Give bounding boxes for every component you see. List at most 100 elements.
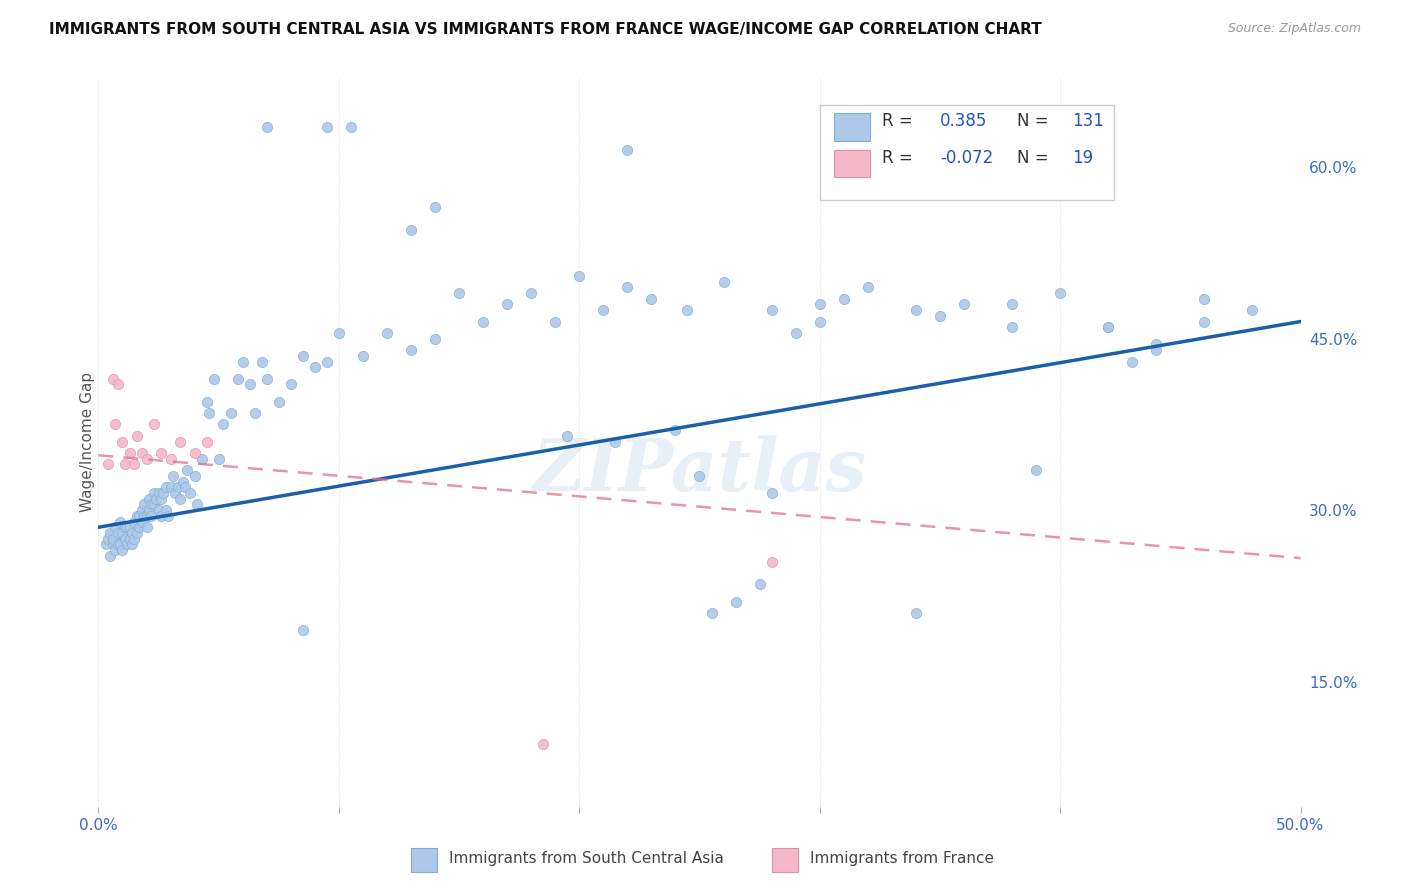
Point	[118, 520, 141, 534]
Point	[688, 468, 710, 483]
Point	[198, 406, 221, 420]
Y-axis label: Wage/Income Gap: Wage/Income Gap	[80, 371, 94, 512]
Text: ZIPatlas: ZIPatlas	[533, 435, 866, 507]
Point	[118, 532, 141, 546]
Point	[616, 143, 638, 157]
Point	[676, 303, 699, 318]
Point	[117, 520, 139, 534]
Point	[135, 451, 157, 466]
Point	[195, 394, 218, 409]
Point	[761, 555, 783, 569]
Point	[605, 434, 627, 449]
Point	[114, 458, 136, 472]
Point	[155, 503, 177, 517]
Point	[375, 326, 398, 340]
Point	[243, 406, 266, 420]
Point	[700, 606, 723, 620]
Point	[315, 354, 337, 368]
Point	[640, 292, 662, 306]
Bar	[411, 848, 437, 871]
Point	[808, 297, 831, 311]
FancyBboxPatch shape	[820, 105, 1114, 200]
Point	[176, 463, 198, 477]
Point	[399, 343, 422, 358]
Point	[761, 486, 783, 500]
Point	[808, 314, 831, 328]
Bar	[834, 150, 870, 178]
Point	[544, 314, 567, 328]
Point	[616, 280, 638, 294]
Point	[135, 508, 157, 523]
Point	[1097, 320, 1119, 334]
Text: -0.072: -0.072	[941, 149, 993, 167]
Point	[97, 532, 120, 546]
Point	[226, 372, 249, 386]
Point	[202, 372, 225, 386]
Point	[148, 503, 170, 517]
Text: 0.385: 0.385	[941, 112, 987, 130]
Point	[117, 537, 139, 551]
Point	[856, 280, 879, 294]
Point	[107, 525, 129, 540]
Point	[97, 458, 120, 472]
Point	[315, 120, 337, 135]
Point	[159, 451, 181, 466]
Point	[724, 594, 747, 608]
Point	[104, 417, 127, 432]
Point	[128, 520, 150, 534]
Point	[131, 503, 153, 517]
Point	[104, 543, 127, 558]
Text: R =: R =	[882, 149, 918, 167]
Point	[291, 623, 314, 637]
Point	[328, 326, 350, 340]
Point	[162, 468, 184, 483]
Text: R =: R =	[882, 112, 918, 130]
Point	[121, 537, 143, 551]
Point	[1049, 285, 1071, 300]
Text: N =: N =	[1017, 112, 1053, 130]
Point	[165, 486, 187, 500]
Point	[107, 377, 129, 392]
Point	[1144, 343, 1167, 358]
Text: 131: 131	[1073, 112, 1104, 130]
Point	[212, 417, 235, 432]
Point	[149, 491, 172, 506]
Point	[928, 309, 950, 323]
Point	[169, 434, 191, 449]
Point	[149, 446, 172, 460]
Point	[183, 468, 205, 483]
Point	[232, 354, 254, 368]
Point	[104, 520, 127, 534]
Point	[953, 297, 976, 311]
Point	[191, 451, 214, 466]
Point	[132, 508, 155, 523]
Point	[423, 200, 446, 214]
Point	[131, 515, 153, 529]
Point	[496, 297, 519, 311]
Point	[152, 486, 174, 500]
Point	[1144, 337, 1167, 351]
Point	[1241, 303, 1264, 318]
Point	[304, 360, 326, 375]
Text: Immigrants from France: Immigrants from France	[810, 851, 994, 866]
Point	[169, 491, 191, 506]
Point	[568, 268, 591, 283]
Point	[94, 537, 117, 551]
Point	[138, 491, 160, 506]
Text: IMMIGRANTS FROM SOUTH CENTRAL ASIA VS IMMIGRANTS FROM FRANCE WAGE/INCOME GAP COR: IMMIGRANTS FROM SOUTH CENTRAL ASIA VS IM…	[49, 22, 1042, 37]
Point	[256, 120, 278, 135]
Point	[785, 326, 807, 340]
Point	[124, 515, 146, 529]
Point	[149, 508, 172, 523]
Point	[125, 508, 148, 523]
Point	[748, 577, 770, 591]
Point	[174, 480, 197, 494]
Point	[114, 532, 136, 546]
Point	[1121, 354, 1143, 368]
Point	[166, 480, 188, 494]
Point	[142, 417, 165, 432]
Point	[135, 520, 157, 534]
Point	[267, 394, 290, 409]
Point	[118, 446, 141, 460]
Point	[399, 223, 422, 237]
